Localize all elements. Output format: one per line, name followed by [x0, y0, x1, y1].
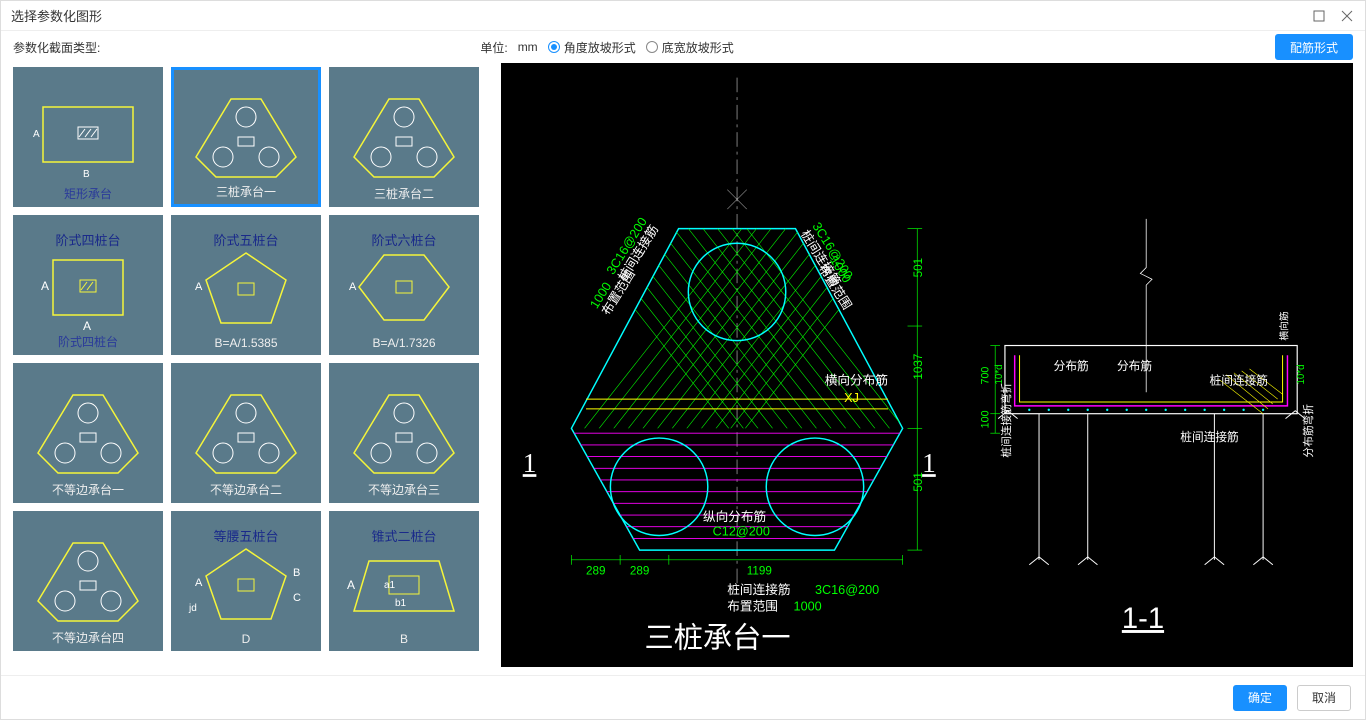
- dim-bottom-0: 289: [586, 564, 606, 577]
- thumbnail-caption: 不等边承台二: [172, 481, 320, 498]
- thumbnail-panel: B A矩形承台 三桩承台一 三桩承台二阶式四桩台 A A阶式四桩台阶式五桩台: [13, 63, 493, 667]
- sec-pile-conn: 桩间连接筋: [1210, 373, 1268, 387]
- radio-angle-slope[interactable]: 角度放坡形式: [548, 39, 636, 56]
- dialog-footer: 确定 取消: [1, 675, 1365, 719]
- svg-text:A: A: [41, 279, 49, 293]
- cancel-button[interactable]: 取消: [1297, 685, 1351, 711]
- svg-text:A: A: [195, 281, 203, 293]
- svg-text:A: A: [349, 281, 357, 293]
- sec-fbj1: 分布筋: [1054, 359, 1089, 373]
- thumbnail-caption: B=A/1.7326: [330, 336, 478, 350]
- thumbnail-tri2[interactable]: 三桩承台二: [329, 67, 479, 207]
- thumbnail-step5[interactable]: 阶式五桩台 A B=A/1.5385: [171, 215, 321, 355]
- dialog-window: 选择参数化图形 参数化截面类型: 单位: mm 角度放坡形式 底宽放坡形式 配筋…: [0, 0, 1366, 720]
- unit-value: mm: [518, 40, 538, 54]
- sec-conn-bend: 桩间连接筋弯折: [1000, 382, 1013, 457]
- sec-pile-conn2: 桩间连接筋: [1180, 430, 1238, 444]
- svg-text:C: C: [293, 592, 301, 604]
- close-icon[interactable]: [1339, 8, 1355, 24]
- cancel-label: 取消: [1312, 689, 1336, 706]
- bottom-note-4: 1000: [794, 599, 822, 613]
- plan-title: 三桩承台一: [644, 622, 790, 655]
- thumbnail-uneq2[interactable]: 不等边承台二: [171, 363, 321, 503]
- thumbnail-rect[interactable]: B A 矩形承台: [13, 67, 163, 207]
- svg-text:锥式二桩台: 锥式二桩台: [371, 529, 436, 544]
- thumbnail-step6[interactable]: 阶式六桩台 A B=A/1.7326: [329, 215, 479, 355]
- thumbnail-caption: B=A/1.5385: [172, 336, 320, 350]
- thumbnail-iso5[interactable]: 等腰五桩台 A B Cjd D: [171, 511, 321, 651]
- dim-right-0: 501: [912, 258, 925, 278]
- bottom-note-3: 布置范围: [727, 599, 778, 613]
- bottom-note-2: 3C16@200: [815, 583, 879, 597]
- thumbnail-scroll[interactable]: B A矩形承台 三桩承台一 三桩承台二阶式四桩台 A A阶式四桩台阶式五桩台: [13, 63, 493, 667]
- thumbnail-cone2[interactable]: 锥式二桩台 a1 b1 A B: [329, 511, 479, 651]
- content-area: B A矩形承台 三桩承台一 三桩承台二阶式四桩台 A A阶式四桩台阶式五桩台: [1, 63, 1365, 675]
- thumbnail-caption: 不等边承台一: [14, 481, 162, 498]
- rebar-form-button[interactable]: 配筋形式: [1275, 34, 1353, 60]
- rebar-form-label: 配筋形式: [1290, 39, 1338, 56]
- thumbnail-uneq4[interactable]: 不等边承台四: [13, 511, 163, 651]
- label-xj: XJ: [844, 391, 859, 405]
- window-title: 选择参数化图形: [11, 6, 1299, 25]
- svg-text:b1: b1: [395, 598, 407, 609]
- svg-text:a1: a1: [384, 580, 396, 591]
- svg-text:A: A: [33, 129, 40, 140]
- dim-right-1: 1037: [912, 354, 925, 380]
- bottom-note-1: 桩间连接筋: [727, 582, 790, 597]
- sec-dist-bend: 分布筋弯折: [1302, 404, 1315, 458]
- label-vert-rebar-1: 纵向分布筋: [703, 509, 766, 524]
- svg-text:阶式五桩台: 阶式五桩台: [213, 233, 278, 248]
- titlebar: 选择参数化图形: [1, 1, 1365, 31]
- ok-label: 确定: [1248, 689, 1272, 706]
- toolbar: 参数化截面类型: 单位: mm 角度放坡形式 底宽放坡形式 配筋形式: [1, 31, 1365, 63]
- thumbnail-step4[interactable]: 阶式四桩台 A A阶式四桩台: [13, 215, 163, 355]
- radio-width-slope[interactable]: 底宽放坡形式: [646, 39, 734, 56]
- thumbnail-caption: 三桩承台二: [330, 185, 478, 202]
- label-horiz-rebar: 横向分布筋: [825, 372, 888, 387]
- svg-text:jd: jd: [188, 603, 197, 614]
- section-title: 1-1: [1122, 603, 1164, 635]
- thumbnail-uneq3[interactable]: 不等边承台三: [329, 363, 479, 503]
- svg-text:A: A: [83, 319, 91, 333]
- dim-bottom-1: 289: [630, 564, 650, 577]
- svg-text:等腰五桩台: 等腰五桩台: [213, 529, 278, 544]
- label-vert-rebar-2: C12@200: [713, 524, 770, 538]
- radio-dot-icon: [548, 41, 560, 53]
- svg-text:A: A: [347, 578, 355, 592]
- thumbnail-caption: 不等边承台三: [330, 481, 478, 498]
- thumbnail-caption: 阶式四桩台: [14, 333, 162, 350]
- maximize-icon[interactable]: [1311, 8, 1327, 24]
- thumbnail-caption: 三桩承台一: [174, 183, 318, 200]
- svg-text:A: A: [195, 577, 203, 589]
- svg-text:B: B: [293, 567, 300, 579]
- thumbnail-caption: 矩形承台: [14, 185, 162, 202]
- unit-label: 单位:: [480, 39, 507, 56]
- sec-10d-1: 10*d: [994, 364, 1005, 384]
- svg-text:B: B: [83, 169, 90, 180]
- sec-dim-0: 700: [979, 367, 991, 385]
- thumbnail-caption: 不等边承台四: [14, 629, 162, 646]
- section-type-label: 参数化截面类型:: [13, 39, 100, 56]
- section-mark-left: 1: [523, 448, 537, 478]
- radio-width-label: 底宽放坡形式: [662, 39, 734, 56]
- cad-preview[interactable]: 桩间连接筋 3C16@200 布置范围 1000 桩间连接筋 3C16@200 …: [501, 63, 1353, 667]
- thumbnail-caption: B: [330, 632, 478, 646]
- ok-button[interactable]: 确定: [1233, 685, 1287, 711]
- thumbnail-caption: D: [172, 632, 320, 646]
- sec-dim-1: 100: [979, 410, 991, 428]
- dim-right-2: 501: [912, 472, 925, 492]
- sec-hengxiang: 横向筋: [1277, 311, 1290, 340]
- thumbnail-tri1[interactable]: 三桩承台一: [171, 67, 321, 207]
- svg-text:阶式四桩台: 阶式四桩台: [55, 233, 120, 248]
- dim-bottom-2: 1199: [747, 564, 772, 577]
- thumbnail-uneq1[interactable]: 不等边承台一: [13, 363, 163, 503]
- radio-angle-label: 角度放坡形式: [564, 39, 636, 56]
- sec-fbj2: 分布筋: [1117, 359, 1152, 373]
- sec-10d-2: 10*d: [1296, 364, 1307, 384]
- svg-text:阶式六桩台: 阶式六桩台: [371, 233, 436, 248]
- radio-dot-icon: [646, 41, 658, 53]
- thumbnail-grid: B A矩形承台 三桩承台一 三桩承台二阶式四桩台 A A阶式四桩台阶式五桩台: [13, 67, 493, 651]
